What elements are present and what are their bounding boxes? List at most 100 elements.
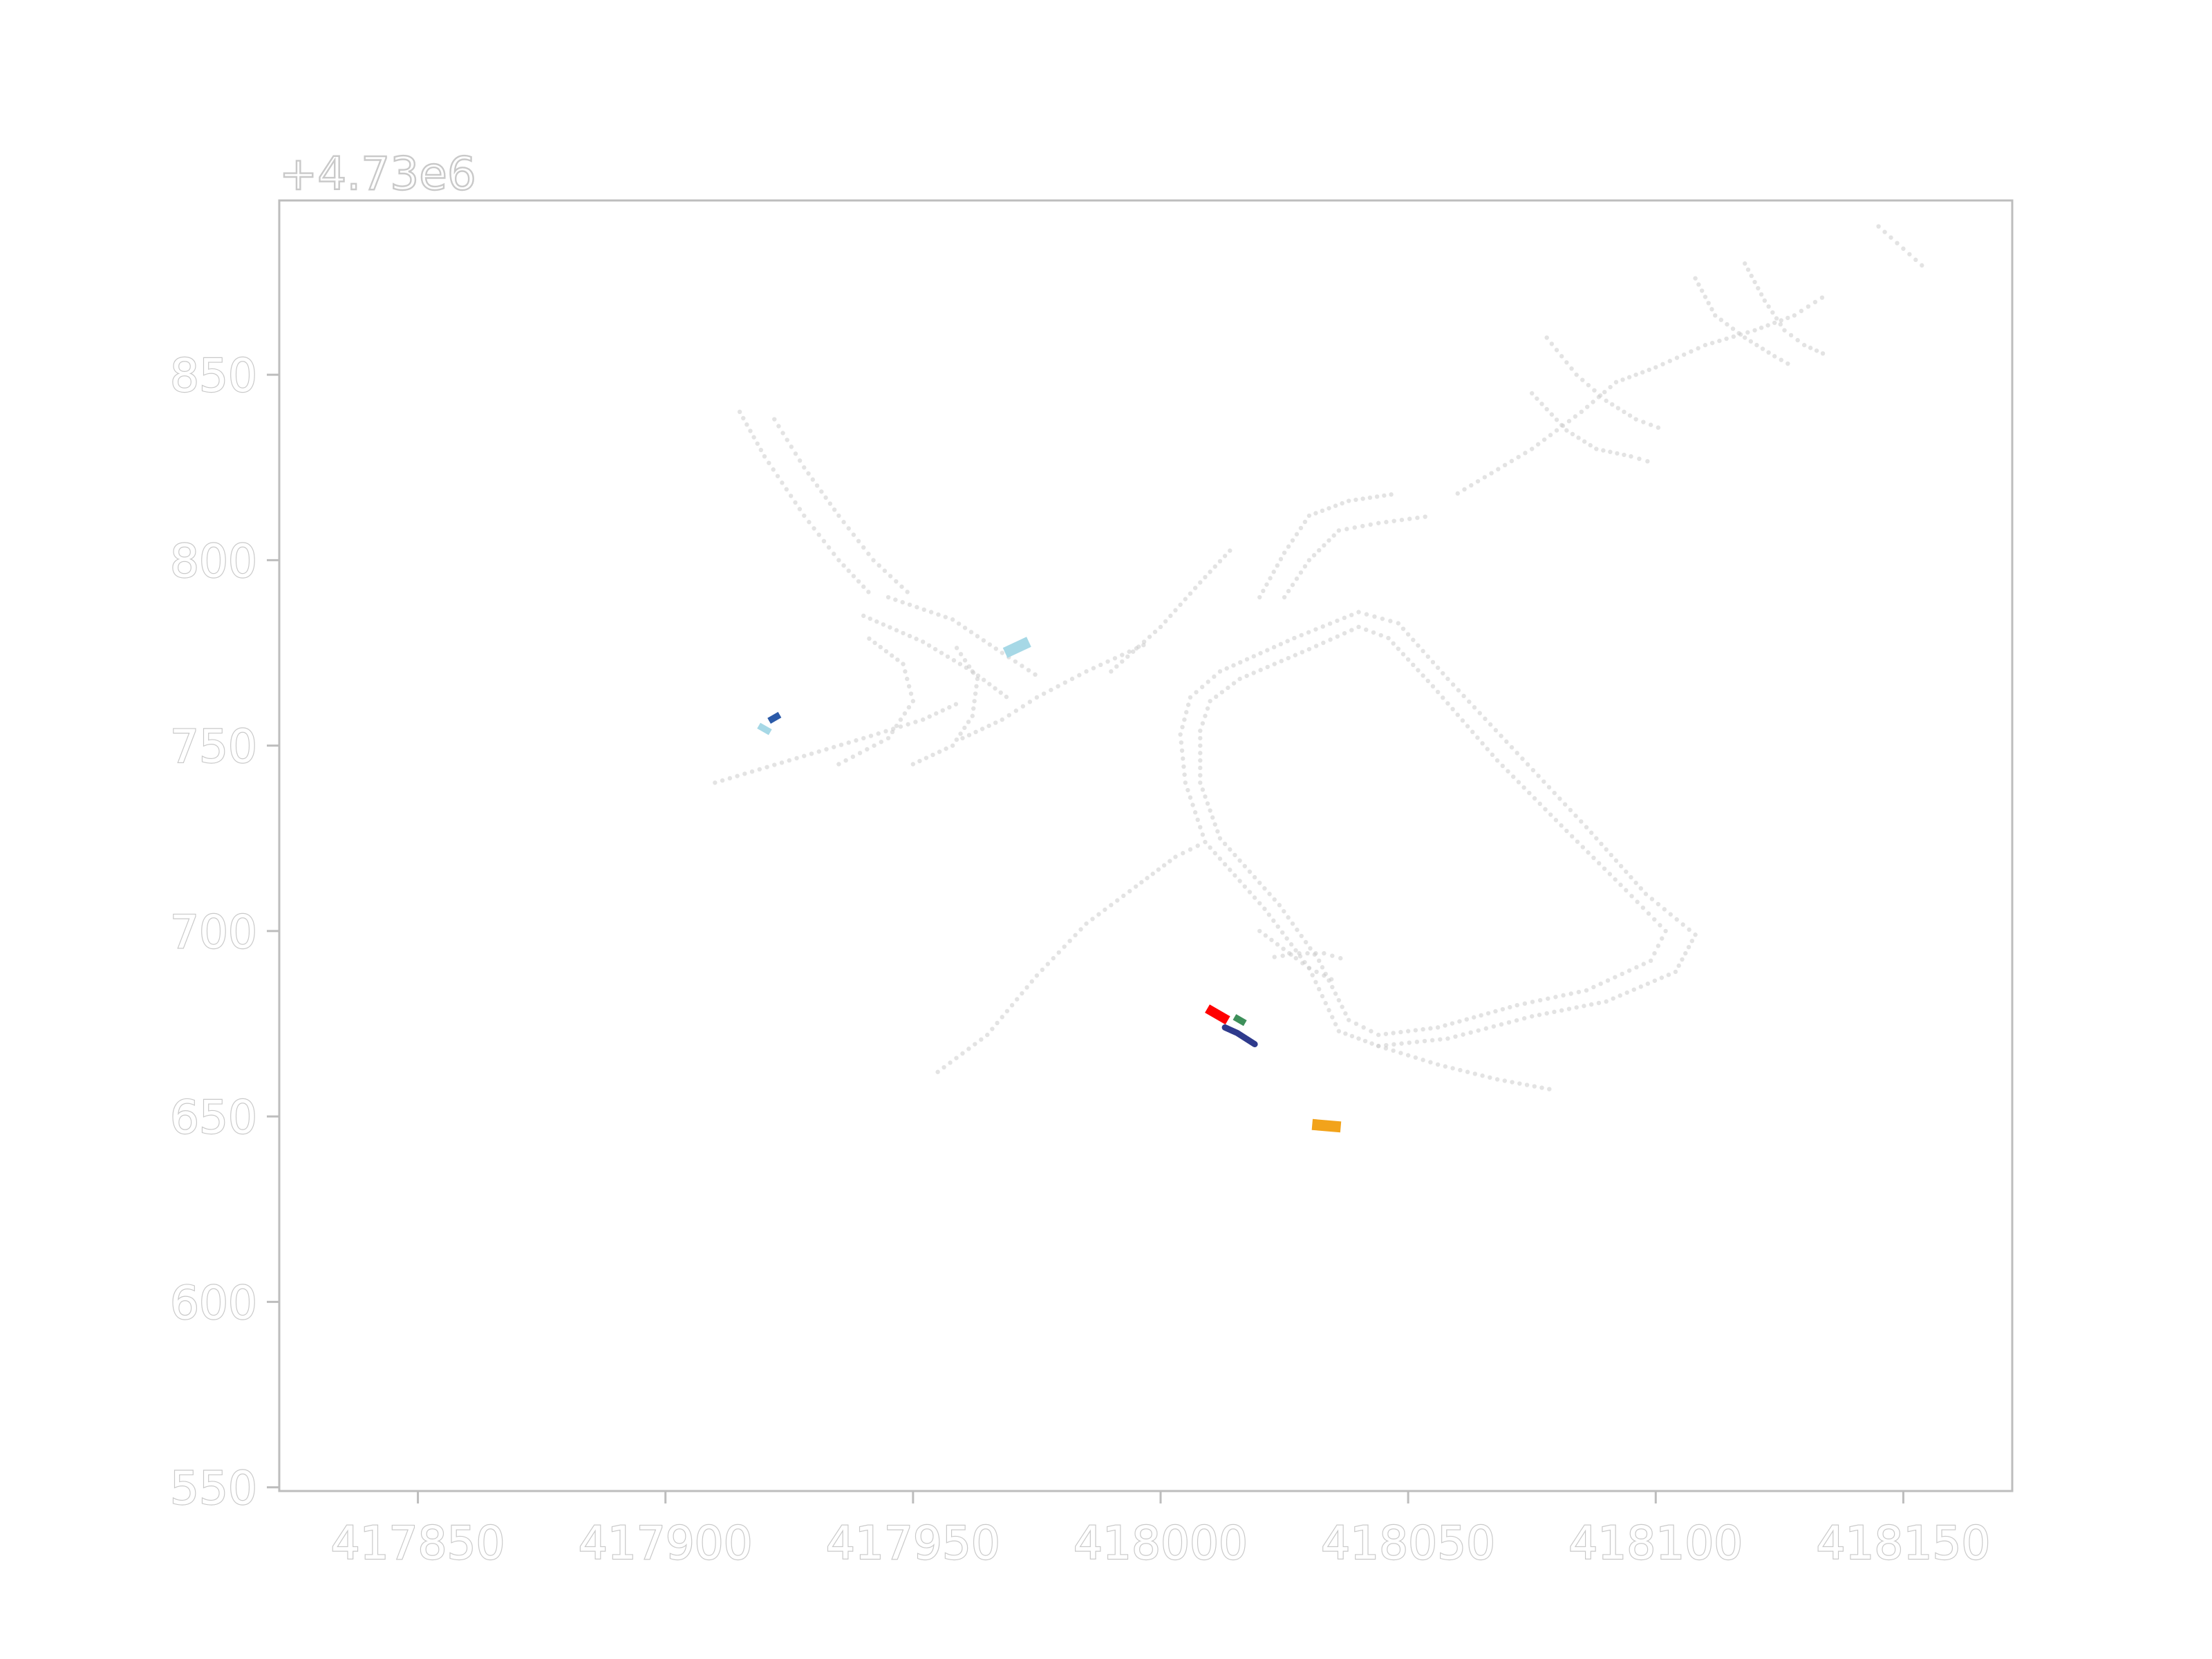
map-point [1258,668,1263,673]
x-tick-label: 418050 [1321,1517,1495,1570]
map-point [913,720,918,724]
map-point [1689,939,1695,944]
map-point [1251,654,1256,659]
map-point [854,738,859,743]
map-point [1222,554,1228,559]
map-point [1569,834,1575,839]
map-point [748,429,753,433]
map-point [1641,420,1646,424]
map-point [1356,1036,1361,1041]
map-point [802,513,807,518]
map-point [1231,663,1236,668]
map-point [1040,967,1045,973]
map-point [1536,774,1541,778]
map-point [1445,676,1450,682]
map-point [1203,713,1208,718]
map-point [1652,978,1658,983]
map-point [1232,852,1237,858]
map-point [1462,487,1467,492]
agent-box-agent_lightblue_2 [757,722,772,735]
map-point [1443,1064,1448,1069]
map-point [1290,538,1295,543]
map-point [986,723,991,729]
map-point [1232,873,1237,878]
map-point [1264,582,1269,587]
map-point [1913,257,1918,263]
map-point [816,532,821,537]
map-point [1425,654,1430,659]
map-point [899,584,904,589]
map-point [1322,543,1327,548]
map-point [742,771,747,776]
map-point [1703,343,1708,348]
map-point [1120,653,1125,657]
map-point [1435,1025,1441,1030]
map-point [1559,354,1564,359]
map-point [1762,298,1768,303]
map-point [1759,325,1764,330]
map-point [1521,1016,1527,1021]
map-point [971,670,976,675]
map-point [1398,1051,1403,1056]
map-point [836,558,841,563]
map-point [950,743,955,748]
map-point [1286,915,1291,920]
map-point [981,638,986,643]
map-point [1413,1028,1418,1033]
map-point [1613,379,1619,385]
map-point [1407,1040,1412,1045]
map-point [1450,1066,1455,1071]
map-point [850,754,856,759]
map-point [1541,779,1546,784]
map-point [940,708,946,713]
map-point [1460,718,1465,723]
map-point [1509,744,1515,750]
map-point [1056,950,1061,955]
map-point [1320,965,1325,970]
map-point [720,778,725,783]
map-point [1597,393,1603,398]
map-point [1637,456,1642,461]
map-point [1543,807,1548,812]
map-point [1453,1034,1458,1039]
map-point [735,774,740,778]
map-point [857,751,863,756]
map-point [1405,1053,1411,1058]
map-point [1396,646,1401,651]
map-point [1208,845,1212,850]
map-point [1179,740,1184,745]
map-point [1696,282,1701,287]
map-point [1217,559,1223,564]
x-tick-label: 418100 [1568,1517,1743,1570]
map-point [1275,563,1280,568]
map-point [971,706,976,711]
map-point [1759,292,1764,297]
map-point [1228,847,1232,852]
map-point [1121,893,1126,899]
map-point [1476,1028,1481,1033]
y-tick-label: 650 [170,1091,257,1144]
map-point [1588,442,1593,448]
map-point [1127,889,1132,894]
map-point [1792,313,1797,318]
map-point [1141,639,1147,644]
map-point [1552,790,1557,796]
map-point [924,756,929,760]
map-point [1198,743,1203,748]
map-point [1479,1013,1483,1018]
map-point [1173,608,1178,613]
map-point [1659,975,1665,980]
map-point [1200,832,1206,837]
map-point [1281,946,1286,951]
map-point [1680,922,1685,927]
map-point [1237,676,1242,682]
map-point [1098,662,1103,668]
map-point [1488,1075,1492,1080]
map-point [1130,649,1136,654]
map-point [1378,632,1383,638]
map-point [1203,574,1208,580]
map-point [1601,448,1606,453]
x-tick-label: 417950 [826,1517,1000,1570]
map-point [1693,932,1698,937]
x-tick-label: 417850 [331,1517,505,1570]
